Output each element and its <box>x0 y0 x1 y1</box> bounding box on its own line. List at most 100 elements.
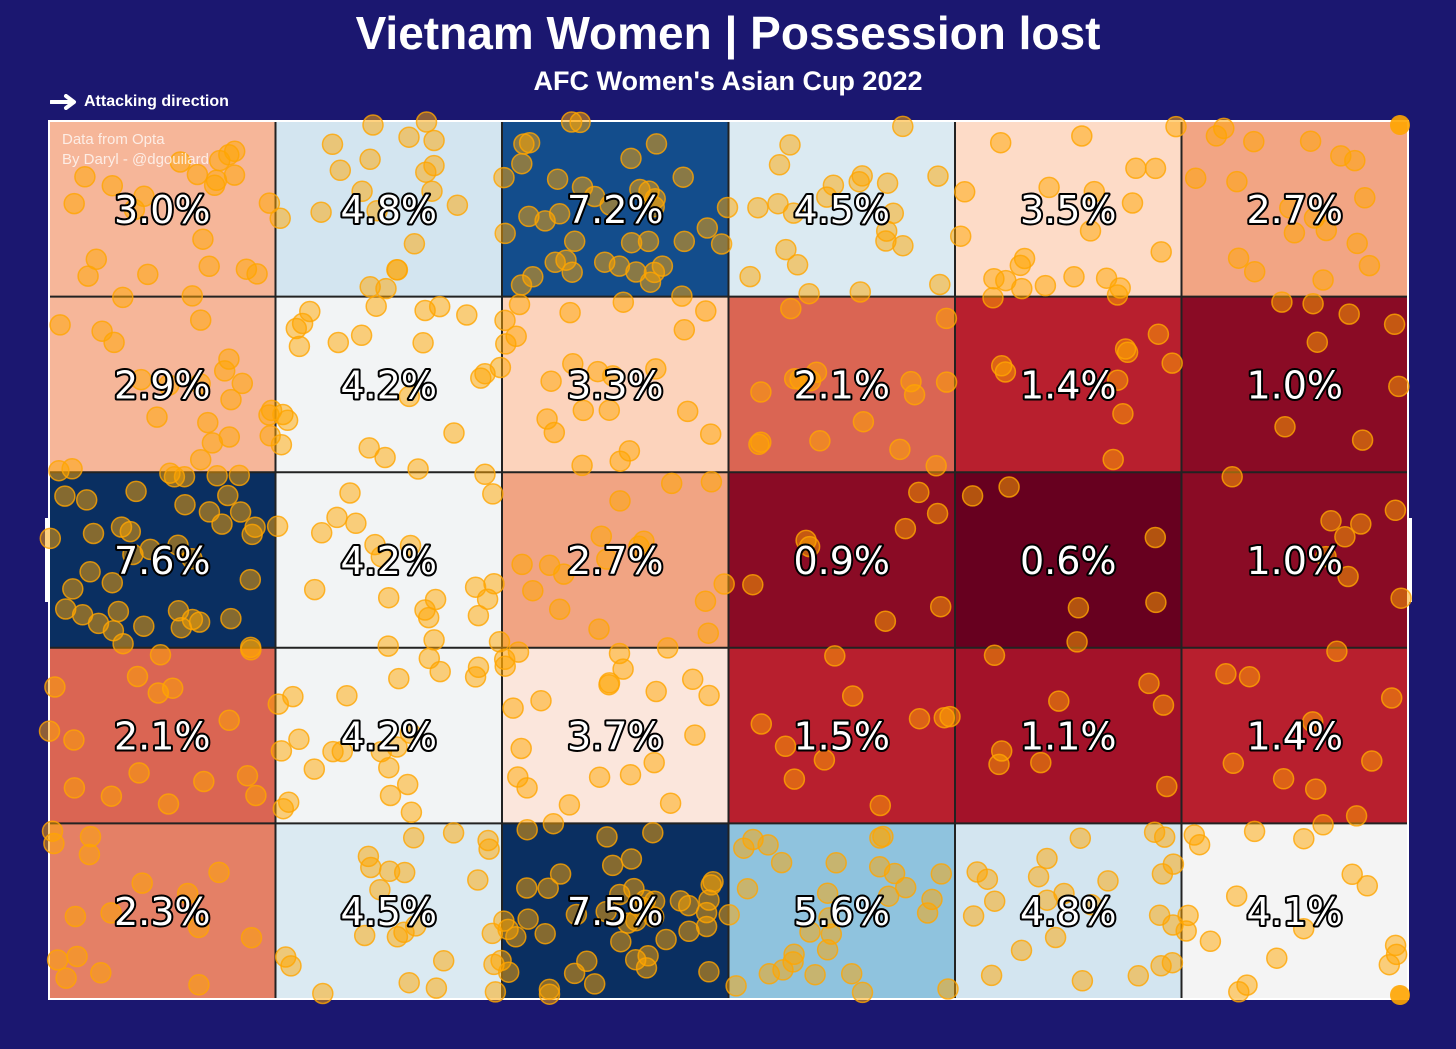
possession-lost-point <box>236 765 259 787</box>
possession-lost-point <box>1152 694 1175 716</box>
possession-lost-point <box>398 126 420 148</box>
possession-lost-point <box>508 293 531 316</box>
possession-lost-point <box>559 301 581 324</box>
cell-value-label-r1-c1: 3.0% <box>114 188 211 232</box>
credit-author: By Daryl - @dgouilard <box>62 151 209 168</box>
possession-lost-point <box>750 713 773 735</box>
possession-lost-point <box>197 411 219 434</box>
possession-lost-point <box>188 974 210 996</box>
possession-lost-point <box>101 571 124 594</box>
possession-lost-point <box>240 926 263 949</box>
possession-lost-point <box>174 493 196 516</box>
possession-lost-point <box>147 682 170 704</box>
possession-lost-point <box>849 281 872 303</box>
cell-value-label-r2-c4: 2.1% <box>793 363 890 407</box>
possession-lost-point <box>239 568 262 591</box>
possession-lost-point <box>651 255 674 277</box>
possession-lost-point <box>877 885 900 907</box>
possession-lost-point <box>892 115 914 138</box>
possession-lost-point <box>1156 775 1178 798</box>
possession-lost-point <box>840 962 863 985</box>
possession-lost-point <box>697 622 720 644</box>
possession-lost-point <box>1221 466 1243 488</box>
possession-lost-point <box>123 198 146 221</box>
possession-lost-point <box>851 981 874 1004</box>
possession-lost-point <box>1271 291 1293 313</box>
possession-lost-point <box>775 238 797 261</box>
possession-lost-point <box>133 615 155 637</box>
possession-lost-point <box>883 862 906 885</box>
possession-lost-point <box>398 971 420 994</box>
possession-lost-point <box>497 961 520 983</box>
possession-lost-point <box>824 645 846 667</box>
possession-lost-point <box>841 685 864 707</box>
possession-lost-point <box>329 159 352 182</box>
possession-lost-point <box>63 729 85 751</box>
possession-lost-point <box>930 863 953 885</box>
possession-lost-point <box>684 724 706 746</box>
possession-lost-point <box>925 455 947 477</box>
possession-lost-point <box>187 916 210 939</box>
cell-value-label-r2-c5: 1.4% <box>1020 363 1117 407</box>
possession-lost-point <box>1337 565 1359 588</box>
possession-lost-point <box>998 476 1020 498</box>
possession-lost-point <box>935 371 958 393</box>
possession-lost-point <box>538 978 561 1001</box>
possession-lost-point <box>937 978 959 1000</box>
possession-lost-point <box>1112 402 1134 425</box>
possession-lost-point <box>350 324 373 347</box>
possession-lost-point <box>396 773 419 796</box>
possession-lost-point <box>602 365 624 387</box>
possession-lost-point <box>79 561 101 583</box>
possession-lost-point <box>718 904 740 926</box>
possession-lost-point <box>598 672 621 694</box>
cell-value-label-r4-c5: 1.1% <box>1020 715 1117 759</box>
possession-lost-point <box>1097 870 1119 892</box>
cell-value-label-r3-c1: 7.6% <box>114 539 211 583</box>
possession-lost-point <box>326 506 348 529</box>
possession-lost-point <box>961 485 984 507</box>
possession-lost-point <box>85 248 108 271</box>
possession-lost-point <box>511 553 533 576</box>
attacking-direction-legend: Attacking direction <box>50 91 229 113</box>
possession-lost-point <box>1344 149 1366 172</box>
possession-lost-point <box>990 355 1013 377</box>
possession-lost-point <box>522 579 544 602</box>
possession-lost-point <box>818 907 840 929</box>
possession-lost-points <box>38 111 1412 1005</box>
possession-lost-point <box>542 812 565 835</box>
possession-lost-point <box>672 166 694 188</box>
possession-lost-point <box>750 381 772 403</box>
possession-lost-point <box>953 181 976 203</box>
possession-lost-point <box>208 861 230 884</box>
possession-lost-point <box>774 735 797 758</box>
heatmap-cell-r3-c5 <box>955 472 1182 648</box>
possession-lost-point <box>1236 974 1258 996</box>
possession-lost-point <box>103 331 125 354</box>
possession-lost-point <box>588 618 610 640</box>
possession-lost-point <box>483 572 505 595</box>
possession-lost-point <box>596 826 618 848</box>
possession-lost-point <box>540 370 562 392</box>
cell-value-label-r2-c3: 3.3% <box>567 363 664 407</box>
possession-lost-point <box>609 490 631 512</box>
possession-lost-point <box>1293 827 1315 850</box>
possession-lost-point <box>357 845 380 868</box>
possession-lost-point <box>270 740 293 762</box>
attacking-direction-label: Attacking direction <box>84 93 229 110</box>
possession-lost-point <box>167 534 189 556</box>
possession-lost-point <box>388 667 410 690</box>
possession-lost-point <box>537 877 559 899</box>
possession-lost-point <box>681 668 704 691</box>
heatmap-cell-r2-c2 <box>275 296 502 473</box>
possession-lost-point <box>889 438 911 461</box>
possession-lost-point <box>805 361 828 383</box>
possession-lost-point <box>55 967 77 989</box>
possession-lost-point <box>962 905 985 927</box>
possession-lost-point <box>571 454 593 477</box>
possession-lost-point <box>192 228 214 250</box>
possession-lost-point <box>698 684 720 707</box>
possession-lost-point <box>618 440 641 462</box>
possession-lost-point <box>783 943 805 966</box>
possession-lost-point <box>1030 751 1052 774</box>
